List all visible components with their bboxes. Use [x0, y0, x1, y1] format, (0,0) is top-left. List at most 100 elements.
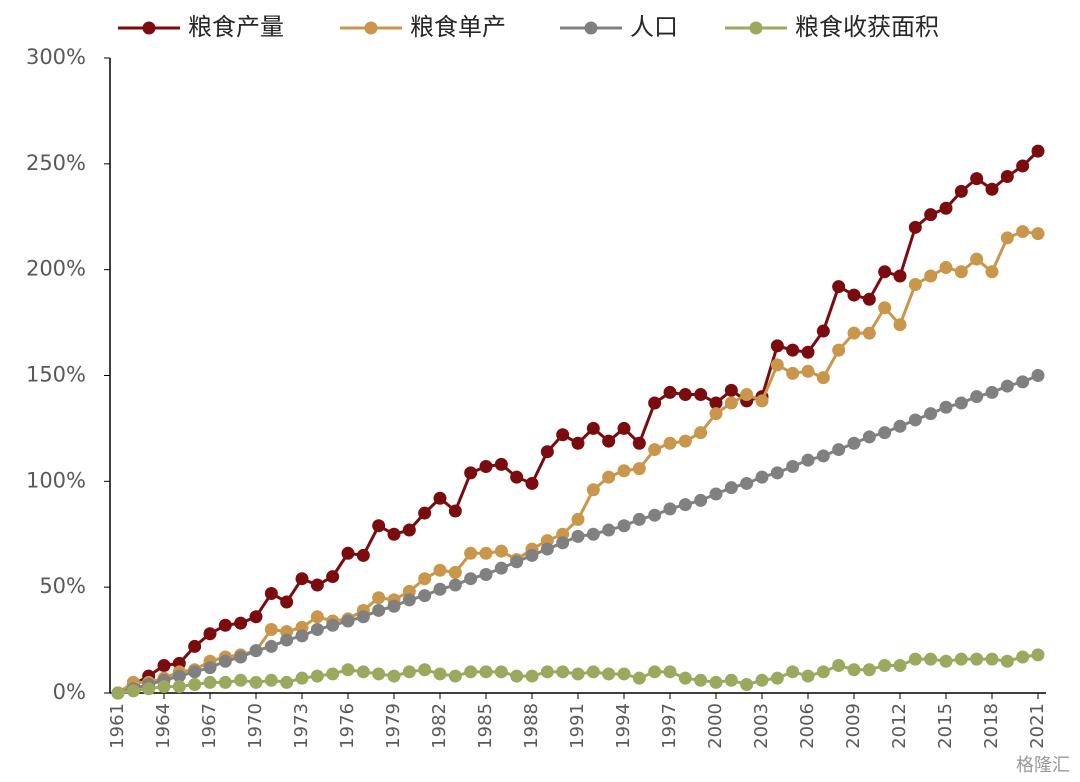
point [816, 371, 830, 385]
x-tick-label: 2018 [981, 703, 1002, 749]
point [663, 436, 677, 450]
point [755, 673, 769, 687]
point [1016, 650, 1030, 664]
point [1000, 379, 1014, 393]
point [832, 658, 846, 672]
point [939, 261, 953, 275]
point [448, 669, 462, 683]
point [755, 394, 769, 408]
point [985, 652, 999, 666]
point [893, 658, 907, 672]
point [878, 265, 892, 279]
point [770, 466, 784, 480]
point [832, 343, 846, 357]
point [924, 269, 938, 283]
point [862, 663, 876, 677]
point [939, 400, 953, 414]
point [908, 220, 922, 234]
point [418, 572, 432, 586]
x-tick-label: 1991 [567, 703, 588, 749]
point [494, 561, 508, 575]
series-line [117, 230, 1039, 695]
point [402, 523, 416, 537]
point [602, 523, 616, 537]
point [893, 419, 907, 433]
point [433, 667, 447, 681]
y-tick-label: 250% [26, 151, 86, 175]
point [970, 252, 984, 266]
point [188, 639, 202, 653]
point [264, 639, 278, 653]
point [617, 464, 631, 478]
point [494, 665, 508, 679]
point [786, 665, 800, 679]
point [142, 682, 156, 696]
point [939, 201, 953, 215]
point [310, 610, 324, 624]
point [740, 678, 754, 692]
point [234, 616, 248, 630]
point [709, 675, 723, 689]
point [878, 301, 892, 315]
point [464, 466, 478, 480]
point [464, 665, 478, 679]
point [586, 421, 600, 435]
point [832, 443, 846, 457]
point [280, 595, 294, 609]
y-tick-label: 150% [26, 363, 86, 387]
point [724, 396, 738, 410]
point [786, 366, 800, 380]
point [494, 544, 508, 558]
point [740, 388, 754, 402]
point [387, 599, 401, 613]
x-tick-label: 2015 [935, 703, 956, 749]
point [862, 292, 876, 306]
point [985, 265, 999, 279]
point [786, 460, 800, 474]
point [893, 269, 907, 283]
point [724, 673, 738, 687]
point [203, 627, 217, 641]
point [924, 208, 938, 222]
point [387, 669, 401, 683]
point [172, 669, 186, 683]
point [954, 652, 968, 666]
point [816, 324, 830, 338]
point [326, 667, 340, 681]
point [801, 364, 815, 378]
point [341, 546, 355, 560]
point [801, 453, 815, 467]
point [525, 548, 539, 562]
point [602, 667, 616, 681]
point [755, 470, 769, 484]
point [448, 565, 462, 579]
point [571, 529, 585, 543]
point [878, 426, 892, 440]
point [878, 658, 892, 672]
point [602, 434, 616, 448]
point [372, 667, 386, 681]
legend-label: 人口 [630, 13, 678, 41]
point [418, 663, 432, 677]
point [801, 669, 815, 683]
point [203, 675, 217, 689]
point [816, 449, 830, 463]
point [372, 591, 386, 605]
point [571, 667, 585, 681]
point [218, 654, 232, 668]
point [970, 390, 984, 404]
point [402, 593, 416, 607]
point [816, 665, 830, 679]
x-tick-label: 1961 [107, 703, 128, 749]
point [770, 671, 784, 685]
point [448, 578, 462, 592]
point [188, 678, 202, 692]
x-tick-label: 1994 [613, 703, 634, 749]
point [862, 430, 876, 444]
point [832, 280, 846, 294]
point [341, 614, 355, 628]
point [678, 388, 692, 402]
point [1000, 654, 1014, 668]
point [847, 326, 861, 340]
point [448, 504, 462, 518]
